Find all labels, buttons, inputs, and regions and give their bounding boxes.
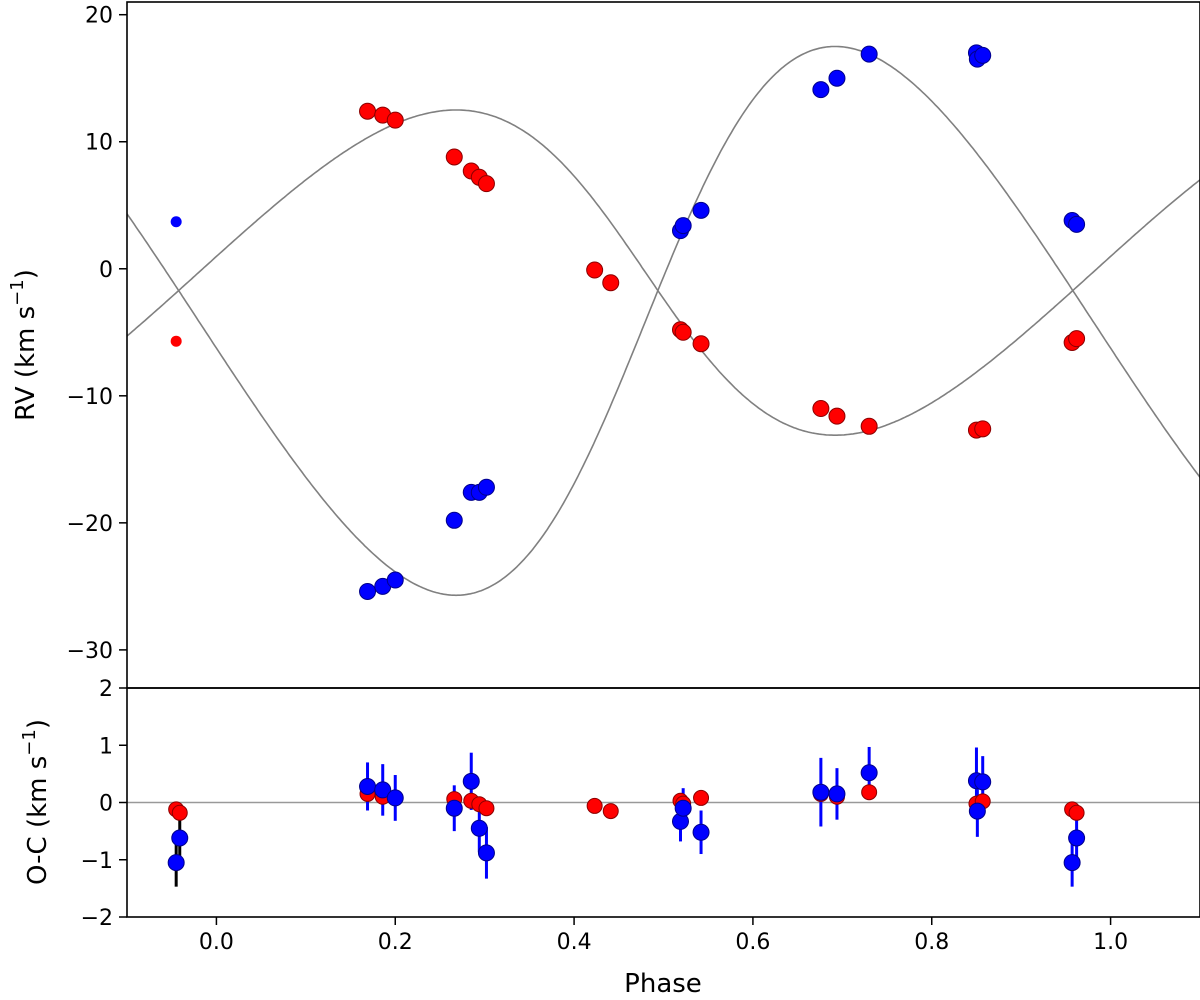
residual-point-primary xyxy=(171,804,188,821)
rv-y-axis-label: RV (km s−1) xyxy=(7,269,41,421)
rv-point-secondary xyxy=(1068,215,1086,233)
rv-point-primary xyxy=(974,420,992,438)
residual-axis-ticks: −2 −1 0 1 2 0.0 0.2 0.4 0.6 0.8 1.0 xyxy=(81,677,1129,955)
residual-point-secondary xyxy=(1063,854,1081,872)
rv-point-secondary xyxy=(812,81,830,99)
x-tick-label: 0.8 xyxy=(914,930,949,955)
residual-point-secondary xyxy=(968,802,986,820)
rv-point-secondary xyxy=(860,45,878,63)
rv-point-secondary xyxy=(445,511,463,529)
residual-point-secondary xyxy=(692,823,710,841)
rv-y-axis-ticks: −30 −20 −10 0 10 20 xyxy=(67,4,127,664)
residual-point-secondary xyxy=(462,772,480,790)
residual-point-secondary xyxy=(386,789,404,807)
residual-point-secondary xyxy=(828,785,846,803)
rv-data-points xyxy=(170,44,1086,600)
residual-y-tick-label: 0 xyxy=(99,792,113,817)
residual-point-secondary xyxy=(359,777,377,795)
rv-point-primary xyxy=(602,274,620,292)
residual-point-primary xyxy=(693,789,710,806)
model-curve-secondary xyxy=(127,45,1200,597)
rv-point-primary xyxy=(445,148,463,166)
rv-y-tick-label: −30 xyxy=(67,639,113,664)
rv-point-secondary xyxy=(477,478,495,496)
x-axis-label: Phase xyxy=(624,969,702,999)
residual-point-primary xyxy=(478,800,495,817)
x-tick-label: 0.6 xyxy=(735,930,770,955)
rv-point-primary xyxy=(386,111,404,129)
rv-point-primary xyxy=(586,261,604,279)
residual-point-secondary xyxy=(470,819,488,837)
residual-point-primary xyxy=(861,784,878,801)
rv-point-primary xyxy=(860,417,878,435)
residual-point-primary xyxy=(586,797,603,814)
rv-point-primary xyxy=(359,102,377,120)
rv-point-primary xyxy=(170,335,182,347)
rv-point-primary xyxy=(812,400,830,418)
rv-model-curves xyxy=(127,45,1200,597)
rv-point-secondary xyxy=(359,582,377,600)
rv-y-tick-label: −20 xyxy=(67,512,113,537)
rv-panel-frame xyxy=(126,1,1200,689)
rv-panel: −30 −20 −10 0 10 20 RV (km s−1) xyxy=(7,1,1200,689)
x-tick-label: 0.0 xyxy=(199,930,234,955)
residual-point-secondary xyxy=(812,783,830,801)
residual-point-secondary xyxy=(1068,829,1086,847)
residual-y-tick-label: 1 xyxy=(99,734,113,759)
rv-point-primary xyxy=(674,323,692,341)
residual-point-secondary xyxy=(477,844,495,862)
rv-point-secondary xyxy=(692,201,710,219)
rv-point-secondary xyxy=(674,217,692,235)
x-tick-label: 1.0 xyxy=(1093,930,1128,955)
rv-point-secondary xyxy=(974,46,992,64)
residual-point-secondary xyxy=(860,764,878,782)
rv-y-tick-label: 10 xyxy=(85,131,113,156)
x-tick-label: 0.4 xyxy=(557,930,592,955)
residual-point-secondary xyxy=(974,773,992,791)
rv-point-primary xyxy=(1068,330,1086,348)
rv-point-primary xyxy=(828,407,846,425)
model-curve-primary xyxy=(127,109,1200,436)
residual-point-secondary xyxy=(374,781,392,799)
residual-point-primary xyxy=(602,803,619,820)
residual-y-axis-label: O-C (km s−1) xyxy=(19,719,53,885)
residual-y-tick-label: −1 xyxy=(81,849,113,874)
residual-point-secondary xyxy=(674,799,692,817)
rv-point-secondary xyxy=(828,69,846,87)
rv-y-tick-label: 0 xyxy=(99,258,113,283)
rv-y-tick-label: −10 xyxy=(67,385,113,410)
residual-point-secondary xyxy=(167,854,185,872)
x-tick-label: 0.2 xyxy=(378,930,413,955)
rv-point-secondary xyxy=(386,571,404,589)
residual-point-secondary xyxy=(445,799,463,817)
rv-point-secondary xyxy=(170,216,182,228)
rv-point-primary xyxy=(692,335,710,353)
residual-point-secondary xyxy=(171,829,189,847)
residual-y-tick-label: −2 xyxy=(81,906,113,931)
rv-point-primary xyxy=(477,175,495,193)
residual-point-primary xyxy=(1068,804,1085,821)
residual-y-tick-label: 2 xyxy=(99,677,113,702)
residual-panel: −2 −1 0 1 2 0.0 0.2 0.4 0.6 0.8 1.0 O-C (km s−1) P… xyxy=(19,677,1200,999)
residual-data-points xyxy=(167,746,1086,887)
rv-y-tick-label: 20 xyxy=(85,4,113,29)
